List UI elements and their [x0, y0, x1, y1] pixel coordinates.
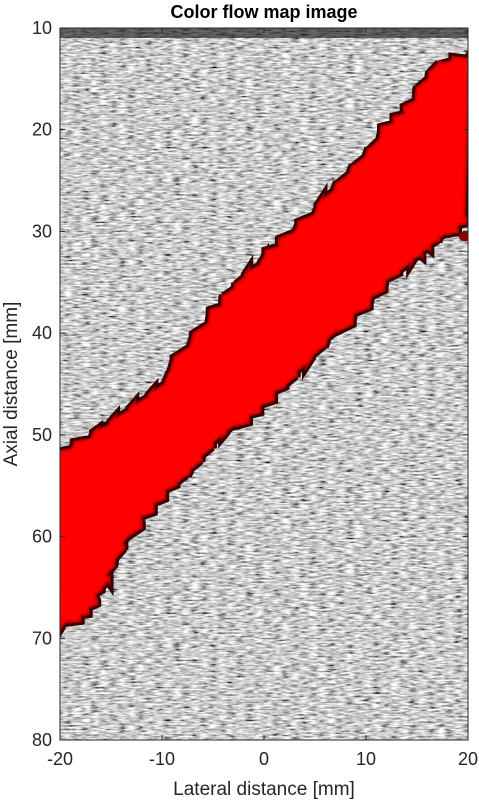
- x-tick-label: -10: [149, 749, 175, 769]
- y-tick-label: 70: [32, 628, 52, 648]
- flow-region: [60, 51, 468, 639]
- y-tick-label: 60: [32, 527, 52, 547]
- chart-title: Color flow map image: [170, 2, 357, 22]
- y-tick-label: 30: [32, 221, 52, 241]
- flow-core: [60, 57, 468, 630]
- x-axis: -20 -10 0 10 20: [47, 28, 478, 769]
- y-tick-label: 10: [32, 18, 52, 38]
- y-tick-label: 20: [32, 120, 52, 140]
- y-tick-label: 50: [32, 425, 52, 445]
- x-axis-label: Lateral distance [mm]: [173, 779, 355, 800]
- x-tick-label: -20: [47, 749, 73, 769]
- x-tick-label: 10: [356, 749, 376, 769]
- y-tick-label: 40: [32, 323, 52, 343]
- x-tick-label: 0: [259, 749, 269, 769]
- flow-blob: [458, 231, 468, 242]
- x-tick-label: 20: [458, 749, 478, 769]
- y-axis: 10 20 30 40 50 60 70 80: [32, 18, 468, 750]
- y-tick-label: 80: [32, 730, 52, 750]
- y-axis-label: Axial distance [mm]: [1, 302, 22, 467]
